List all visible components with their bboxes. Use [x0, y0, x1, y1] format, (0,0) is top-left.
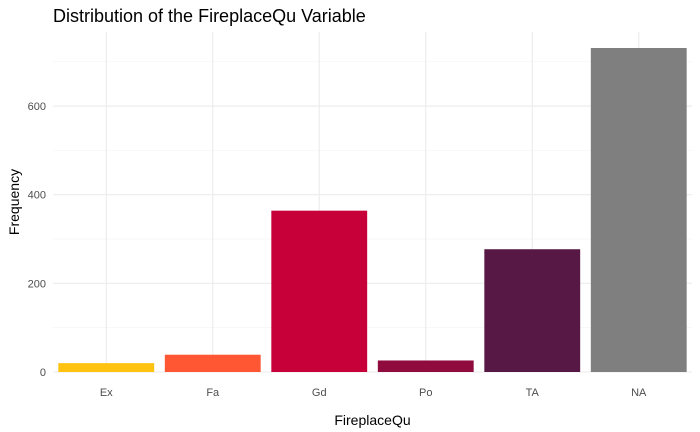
bar-gd: [271, 210, 368, 372]
y-tick-label: 0: [40, 367, 46, 379]
x-tick-label: NA: [631, 387, 647, 399]
x-axis-title: FireplaceQu: [334, 412, 410, 428]
bar-ta: [484, 249, 581, 372]
y-tick-label: 200: [28, 278, 46, 290]
x-tick-label: Fa: [206, 387, 220, 399]
y-axis-ticks: 0 200 400 600: [28, 101, 46, 379]
y-axis-title: Frequency: [6, 169, 22, 235]
x-tick-label: Ex: [100, 387, 113, 399]
x-tick-label: Po: [419, 387, 432, 399]
bar-na: [590, 48, 687, 372]
bars: [58, 48, 687, 372]
x-tick-label: Gd: [312, 387, 327, 399]
chart-title: Distribution of the FireplaceQu Variable: [53, 6, 366, 26]
y-tick-label: 600: [28, 101, 46, 113]
bar-ex: [58, 363, 155, 372]
bar-fa: [164, 354, 261, 372]
y-tick-label: 400: [28, 190, 46, 202]
x-tick-label: TA: [526, 387, 540, 399]
x-axis-ticks: Ex Fa Gd Po TA NA: [100, 387, 647, 399]
bar-po: [377, 360, 474, 372]
